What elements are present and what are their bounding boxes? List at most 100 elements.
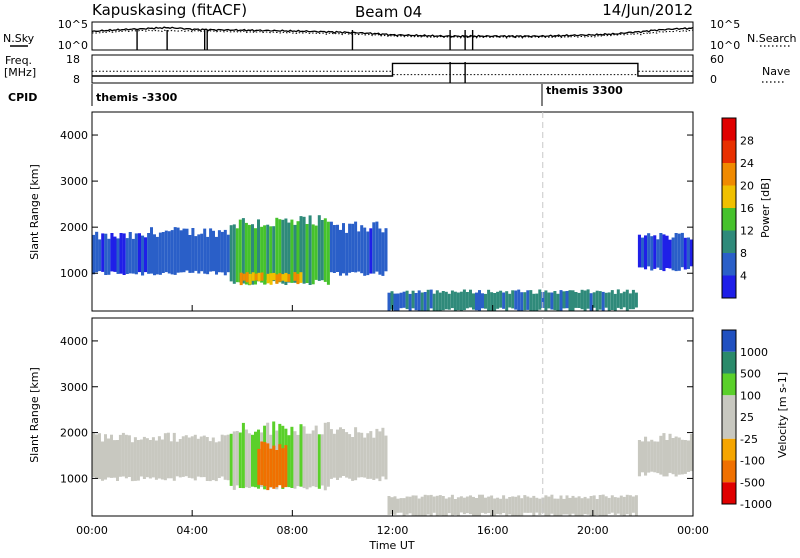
velocity-cell <box>305 433 309 490</box>
velocity-cell <box>196 438 200 477</box>
power-cell <box>450 290 454 309</box>
velocity-cell <box>574 497 578 516</box>
velocity-cell <box>589 496 593 516</box>
velocity-cell <box>241 422 245 489</box>
power-cell <box>604 292 608 308</box>
power-cell <box>453 291 457 311</box>
power-cell <box>481 293 484 309</box>
power-cell <box>523 292 527 311</box>
power-colorbar-block <box>722 208 736 231</box>
power-cell <box>496 291 500 309</box>
power-cell <box>332 225 336 273</box>
velocity-cell <box>124 434 128 479</box>
power-cell <box>493 293 497 311</box>
power-cell <box>339 229 342 276</box>
velocity-cell <box>136 440 140 481</box>
velocity-cell <box>375 428 379 479</box>
velocity-cell <box>272 445 276 489</box>
velocity-ytick-label: 4000 <box>60 335 88 348</box>
power-cell <box>269 226 273 282</box>
velocity-cell <box>481 494 484 513</box>
power-cell <box>257 219 260 282</box>
power-cell <box>535 293 539 311</box>
power-ytick-label: 4000 <box>60 129 88 142</box>
power-colorbar-block <box>722 140 736 163</box>
freq-label: Freq. <box>5 54 32 67</box>
power-cell <box>223 229 227 276</box>
power-cell <box>363 227 367 276</box>
power-cell <box>414 293 418 311</box>
velocity-cell <box>169 441 173 479</box>
velocity-cell <box>317 434 321 489</box>
velocity-cell <box>583 496 587 515</box>
power-cell <box>644 235 648 270</box>
velocity-cell <box>381 427 385 477</box>
power-cell <box>226 234 230 273</box>
velocity-cell <box>116 440 119 481</box>
power-cell <box>671 237 675 271</box>
velocity-cell <box>598 495 602 516</box>
power-cell <box>662 234 666 272</box>
power-cell <box>284 272 288 282</box>
velocity-cell <box>363 437 367 478</box>
velocity-colorbar-tick-label: 1000 <box>740 346 768 359</box>
power-cell <box>235 228 239 283</box>
power-colorbar-block <box>722 253 736 276</box>
power-cell <box>583 290 587 311</box>
velocity-cell <box>208 441 212 482</box>
power-cell <box>191 228 195 273</box>
velocity-cell <box>326 422 330 487</box>
velocity-cell <box>601 494 605 516</box>
velocity-colorbar-label: Velocity [m s-1] <box>776 372 789 458</box>
velocity-cell <box>172 432 176 481</box>
power-cell <box>212 230 215 272</box>
velocity-cell <box>390 497 394 515</box>
power-cell <box>607 292 611 311</box>
power-cell <box>469 289 472 308</box>
velocity-cell <box>683 440 687 474</box>
velocity-cell <box>139 439 143 477</box>
velocity-cell <box>296 434 300 487</box>
velocity-cell <box>453 499 457 515</box>
velocity-cell <box>414 495 418 516</box>
power-cell <box>659 233 663 270</box>
power-cell <box>677 233 681 271</box>
velocity-cell <box>348 434 352 479</box>
power-cell <box>296 273 300 285</box>
station-title: Kapuskasing (fitACF) <box>92 1 247 19</box>
power-cell <box>147 233 151 274</box>
power-cell <box>571 290 575 311</box>
power-cell <box>538 289 542 310</box>
power-cell <box>393 293 397 311</box>
power-cell <box>107 238 111 275</box>
velocity-cell <box>163 433 167 481</box>
power-colorbar-frame <box>721 117 737 299</box>
velocity-cell <box>450 494 454 516</box>
power-cell <box>254 228 257 285</box>
velocity-cell <box>508 497 512 515</box>
velocity-cell <box>625 494 629 515</box>
velocity-cell <box>487 496 491 513</box>
velocity-cell <box>160 439 164 480</box>
velocity-cell <box>680 439 684 475</box>
freq-line <box>92 62 693 77</box>
power-cell <box>241 218 245 284</box>
velocity-cell <box>92 433 95 478</box>
noise-panel-frame <box>91 21 694 51</box>
velocity-cell <box>133 437 137 481</box>
power-cell <box>631 289 635 310</box>
power-y-axis-label: Slant Range [km] <box>28 164 41 260</box>
velocity-cell <box>417 498 421 516</box>
velocity-cell <box>287 435 291 488</box>
velocity-cell <box>98 433 101 480</box>
power-cell <box>113 236 117 272</box>
velocity-cell <box>269 448 273 487</box>
velocity-cell <box>247 433 251 488</box>
velocity-cell <box>244 429 248 488</box>
noise-series-group <box>91 26 694 50</box>
velocity-colorbar-block <box>722 482 736 505</box>
noise-left-tick-top: 10^5 <box>58 18 88 31</box>
velocity-cell <box>299 424 303 487</box>
power-cell <box>447 293 451 310</box>
power-cell <box>351 223 355 272</box>
